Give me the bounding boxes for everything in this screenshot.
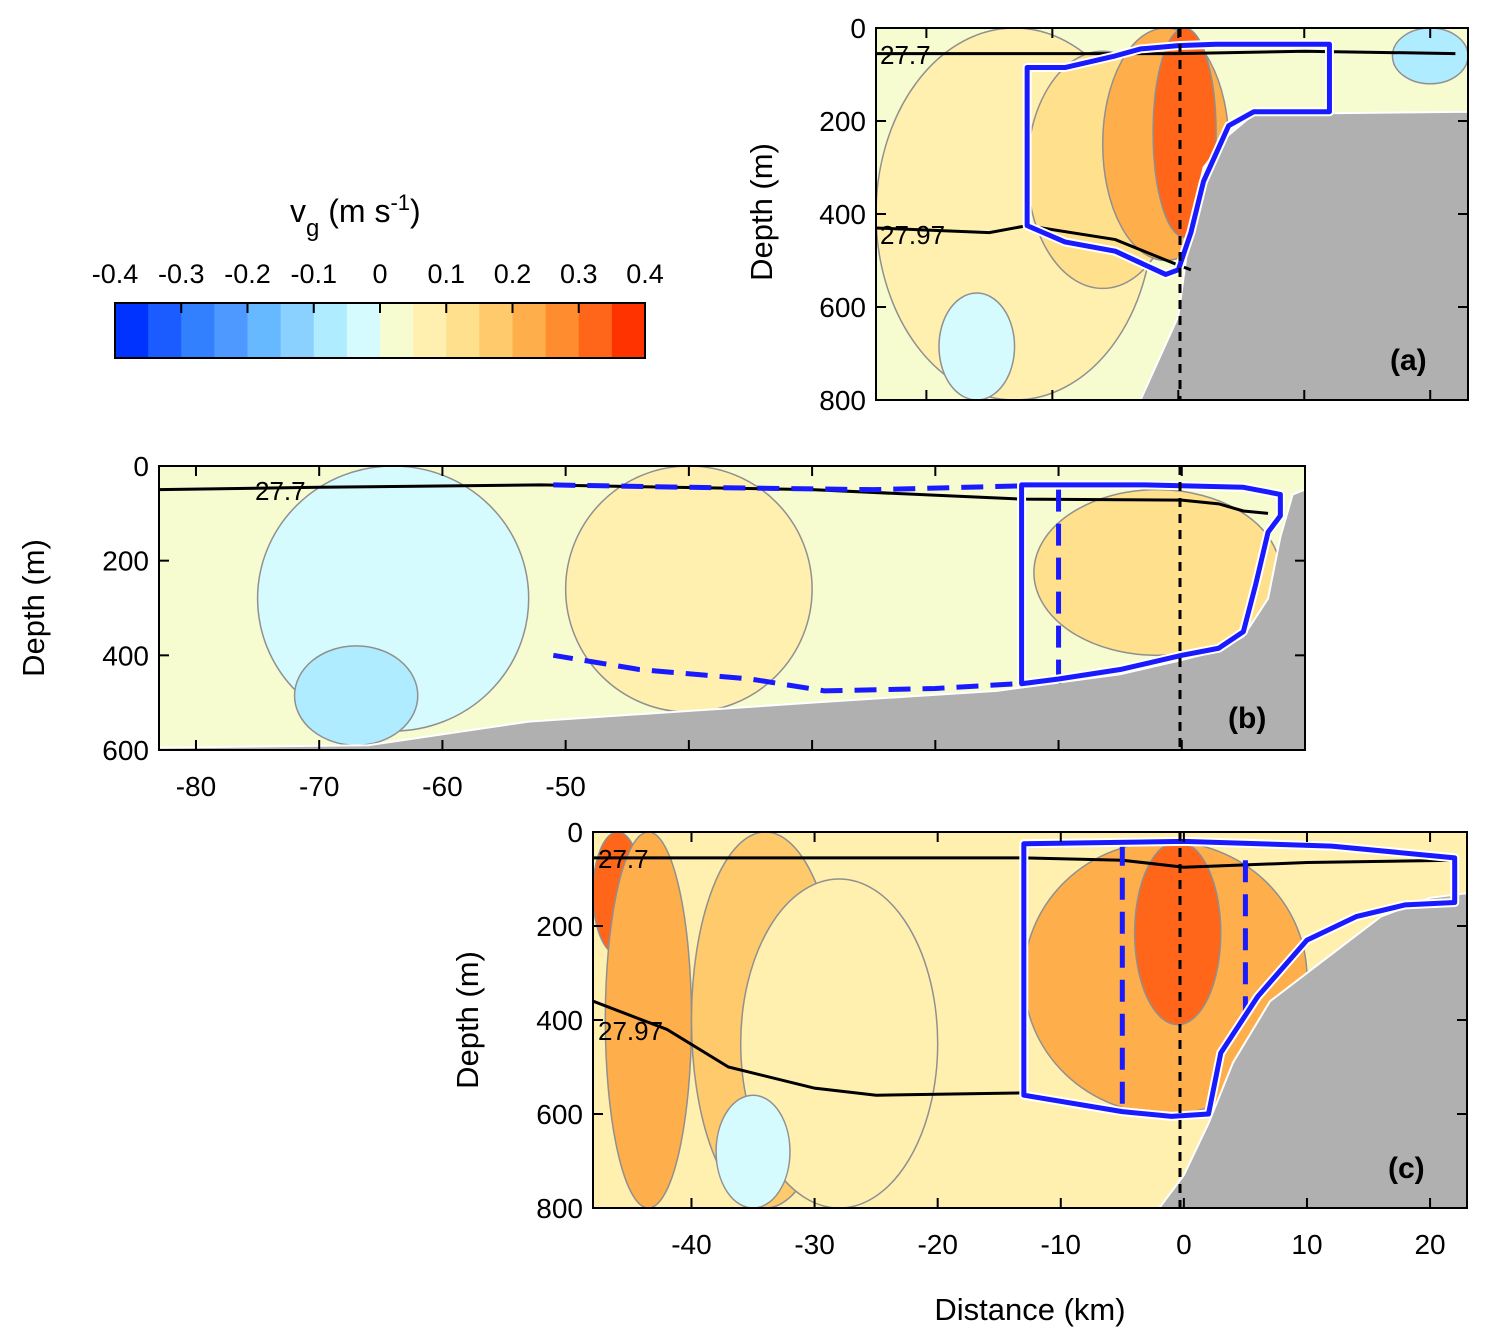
y-tick-label: 600 <box>102 735 149 766</box>
panel-b: 0 200 400 600 -80 -70 -60 -50 27.7 (b) Depth (m… <box>16 451 1306 802</box>
velocity-contour-region <box>739 878 939 1208</box>
panel-b-frame <box>158 465 1306 751</box>
panel-a-ticks: 0 200 400 600 800 <box>819 13 1468 416</box>
colorbar-tick-label: 0 <box>372 259 387 289</box>
y-tick-label: 600 <box>536 1099 583 1130</box>
colorbar-tick-label: 0.1 <box>427 259 465 289</box>
x-tick-label: -50 <box>545 771 585 802</box>
colorbar-swatch <box>545 303 580 358</box>
x-tick-label: 10 <box>1291 1229 1322 1260</box>
colorbar-swatch <box>313 303 348 358</box>
colorbar-tick-label: -0.1 <box>290 259 337 289</box>
colorbar-swatch <box>247 303 282 358</box>
panel-c-isopycnal-label-2: 27.97 <box>598 1016 663 1046</box>
y-tick-label: 200 <box>536 911 583 942</box>
colorbar-swatch <box>479 303 513 358</box>
x-tick-label: -40 <box>671 1229 711 1260</box>
panel-c-bathymetry <box>1158 892 1467 1208</box>
panel-a-transport-box <box>1022 39 1334 279</box>
colorbar-swatches <box>115 303 646 358</box>
panel-b-ylabel: Depth (m) <box>16 539 51 677</box>
panel-a-ylabel: Depth (m) <box>744 143 779 281</box>
colorbar-swatch <box>380 303 414 358</box>
y-tick-label: 800 <box>819 385 866 416</box>
panel-c-ylabel: Depth (m) <box>450 951 485 1089</box>
colorbar-swatch <box>280 303 315 358</box>
bathymetry-fill <box>1158 892 1467 1208</box>
colorbar-title: vg (m s-1) <box>290 190 421 242</box>
x-tick-label: -20 <box>917 1229 957 1260</box>
colorbar-swatch <box>413 303 447 358</box>
velocity-contour-region <box>293 645 419 747</box>
colorbar-tick-label: 0.3 <box>560 259 598 289</box>
colorbar-tick-label: -0.3 <box>158 259 205 289</box>
colorbar-swatch <box>346 303 381 358</box>
colorbar-swatch <box>181 303 215 358</box>
panel-c-isopycnal-label-1: 27.7 <box>598 844 649 874</box>
panel-b-velocity-fills <box>256 466 1282 747</box>
y-tick-label: 200 <box>819 106 866 137</box>
panel-b-isopycnal-label: 27.7 <box>255 476 306 506</box>
y-tick-label: 600 <box>819 292 866 323</box>
panel-c-transport-box <box>1019 836 1460 1121</box>
y-tick-label: 200 <box>102 546 149 577</box>
y-tick-label: 800 <box>536 1193 583 1224</box>
panel-a-isopycnal-label-1: 27.7 <box>880 40 931 70</box>
colorbar-swatch <box>512 303 547 358</box>
colorbar-swatch <box>148 303 182 358</box>
colorbar-tick-label: -0.4 <box>92 259 139 289</box>
panel-c-ticks: 0 200 400 600 800 -40 -30 -20 -10 0 10 20 <box>536 817 1467 1260</box>
y-tick-label: 0 <box>850 13 866 44</box>
transport-box-solid <box>1021 838 1458 1119</box>
isopycnal-line <box>876 49 1456 56</box>
colorbar-tick-label: 0.2 <box>494 259 532 289</box>
x-tick-label: 0 <box>1176 1229 1192 1260</box>
colorbar-ticks: -0.4 -0.3 -0.2 -0.1 0 0.1 0.2 0.3 0.4 <box>92 259 664 313</box>
panel-b-label: (b) <box>1228 702 1266 735</box>
colorbar-swatch <box>115 303 149 358</box>
panel-a-label: (a) <box>1390 344 1427 377</box>
colorbar-tick-label: 0.4 <box>626 259 664 289</box>
x-tick-label: -80 <box>176 771 216 802</box>
velocity-contour-region <box>1133 840 1222 1026</box>
panel-a: 0 200 400 600 800 27.7 27.97 (a) Depth (m) <box>744 13 1469 416</box>
panel-c-xlabel: Distance (km) <box>934 1292 1125 1327</box>
panel-b-ticks: 0 200 400 600 -80 -70 -60 -50 <box>102 451 1305 802</box>
colorbar-swatch <box>611 303 646 358</box>
y-tick-label: 400 <box>819 199 866 230</box>
colorbar-tick-label: -0.2 <box>224 259 271 289</box>
velocity-contour-region <box>715 1094 791 1208</box>
transport-box-solid <box>1019 482 1283 687</box>
colorbar-swatch <box>578 303 613 358</box>
y-tick-label: 400 <box>102 640 149 671</box>
panel-a-isopycnal-label-2: 27.97 <box>880 220 945 250</box>
x-tick-label: -70 <box>299 771 339 802</box>
colorbar-swatch <box>446 303 480 358</box>
transport-box-dashed <box>552 482 1062 694</box>
x-tick-label: -60 <box>422 771 462 802</box>
colorbar: -0.4 -0.3 -0.2 -0.1 0 0.1 0.2 0.3 0.4 vg (m s-1) <box>92 190 664 359</box>
x-tick-label: -30 <box>794 1229 834 1260</box>
panel-b-transport-boxes <box>552 480 1285 694</box>
panel-c-label: (c) <box>1388 1152 1425 1185</box>
panel-c-velocity-fills <box>593 832 1308 1208</box>
y-tick-label: 0 <box>133 451 149 482</box>
y-tick-label: 0 <box>567 817 583 848</box>
panel-c: 0 200 400 600 800 -40 -30 -20 -10 0 10 20 27.7 27.9… <box>450 817 1468 1327</box>
colorbar-swatch <box>214 303 248 358</box>
x-tick-label: -10 <box>1041 1229 1081 1260</box>
isopycnal-line <box>593 999 1024 1097</box>
velocity-contour-region <box>938 292 1016 400</box>
x-tick-label: 20 <box>1414 1229 1445 1260</box>
transport-box-solid <box>1024 41 1332 277</box>
y-tick-label: 400 <box>536 1005 583 1036</box>
